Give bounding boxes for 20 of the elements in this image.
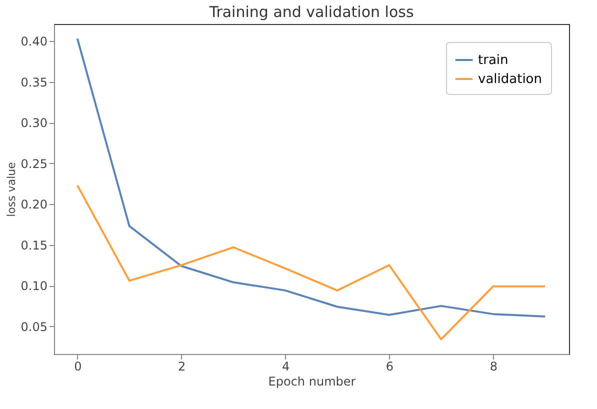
x-tick-label: 6: [386, 360, 394, 374]
x-axis-title: Epoch number: [268, 374, 356, 388]
chart-title: Training and validation loss: [208, 3, 414, 21]
line-series: [76, 38, 546, 318]
y-tick-label: 0.20: [20, 198, 48, 212]
y-tick-label: 0.10: [20, 279, 48, 294]
x-tick-label: 8: [490, 360, 498, 374]
x-tick-label: 4: [282, 360, 290, 374]
y-tick-label: 0.05: [20, 320, 48, 334]
y-tick-label: 0.30: [20, 116, 48, 130]
line-series: [76, 184, 546, 340]
x-tick-label: 2: [178, 360, 186, 374]
legend-label: validation: [478, 72, 542, 87]
legend-label: train: [478, 53, 508, 68]
x-tick-label: 0: [74, 360, 82, 374]
y-tick-label: 0.35: [20, 75, 48, 90]
y-tick-label: 0.25: [20, 156, 48, 171]
y-axis-title: loss value: [4, 162, 18, 217]
y-tick-label: 0.15: [20, 238, 48, 252]
y-tick-label: 0.40: [20, 34, 48, 49]
